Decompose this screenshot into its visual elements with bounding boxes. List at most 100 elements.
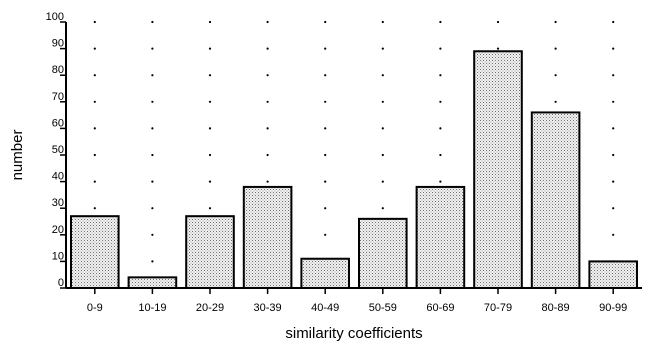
grid-dot [439,153,442,157]
bar-0-9 [70,215,120,289]
grid-dot [93,153,96,157]
grid-dot [266,47,269,50]
grid-dot [381,47,384,50]
y-tick-label: 60 [52,117,64,129]
grid-dot [93,100,96,103]
y-axis-title: number [9,130,26,181]
grid-dot [93,47,96,50]
grid-dot [324,100,327,103]
grid-dot [496,47,500,50]
x-tick-label: 70-79 [484,302,512,314]
grid-dot [151,180,154,183]
x-tick-label: 0-9 [87,302,103,314]
bar-40-49 [300,257,350,289]
y-tick-label: 70 [52,91,64,103]
grid-dot [324,153,327,157]
grid-dot [208,127,212,130]
grid-dot [612,180,615,183]
grid-dot [93,20,96,24]
grid-dot [439,47,442,50]
grid-dot [554,20,557,24]
x-axis-title: similarity coefficients [285,325,422,342]
grid-dot [439,74,442,77]
y-tick-label: 100 [46,11,64,23]
grid-dot [324,127,327,130]
grid-dot [266,180,269,183]
grid-dot [381,74,384,77]
grid-dot [93,74,96,77]
grid-dot [151,127,154,130]
grid-dot [554,100,557,103]
grid-dot [266,153,269,157]
bar-90-99 [588,260,639,289]
bar-60-69 [415,185,466,289]
grid-dot [208,20,212,24]
grid-dot [324,20,327,24]
bar-80-89 [530,111,581,289]
y-tick-label: 50 [52,144,64,156]
x-tick-label: 50-59 [369,302,397,314]
bar-50-59 [358,217,408,289]
x-tick-label: 40-49 [311,302,339,314]
bar-30-39 [242,185,293,289]
x-tick-label: 30-39 [254,302,282,314]
grid-dot [612,127,615,130]
grid-dot [208,74,212,77]
bars [70,50,639,290]
grid-dot [324,74,327,77]
grid-dot [381,180,384,183]
grid-dot [324,180,327,183]
bar-10-19 [127,276,178,289]
grid-dot [439,180,442,183]
grid-dot [151,74,154,77]
grid-dot [266,74,269,77]
y-tick-label: 90 [52,38,64,50]
grid-dot [151,207,154,210]
grid-dot [612,47,615,50]
grid-dot [381,127,384,130]
y-tick-label: 10 [52,250,64,262]
x-tick-label: 90-99 [599,302,627,314]
y-tick-label: 20 [52,224,64,236]
y-tick-label: 0 [58,277,64,289]
bar-20-29 [185,215,235,289]
grid-dot [151,233,154,236]
grid-dot [208,180,212,183]
grid-dot [208,207,212,210]
grid-dot [612,207,615,210]
grid-dot [151,100,154,103]
grid-dot [612,153,615,157]
x-tick-label: 20-29 [196,302,224,314]
grid-dot [381,100,384,103]
grid-dot [93,207,96,210]
y-ticks: 0 10 20 30 40 50 60 70 80 90 100 [46,11,66,289]
grid-dot [612,74,615,77]
grid-dot [93,180,96,183]
grid-dot [439,100,442,103]
grid-dot [554,47,557,50]
grid-dot [439,127,442,130]
grid-dot [324,207,327,210]
grid-dot [208,153,212,157]
grid-dot [266,100,269,103]
grid-dot [612,233,615,236]
grid-dot [266,20,269,24]
x-tick-label: 10-19 [138,302,166,314]
y-tick-label: 80 [52,64,64,76]
y-tick-label: 40 [52,171,64,183]
x-tick-label: 60-69 [426,302,454,314]
grid-dot [324,47,327,50]
bar-70-79 [473,50,523,290]
grid-dot [208,47,212,50]
y-tick-label: 30 [52,197,64,209]
x-ticks: 0-9 10-19 20-29 30-39 40-49 50-59 60-69 70-79 80… [87,288,627,314]
grid-dot [151,47,154,50]
grid-dot [208,100,212,103]
grid-dot [612,20,615,24]
grid-dot [151,153,154,157]
grid-dot [496,20,500,24]
grid-dot [381,20,384,24]
x-tick-label: 80-89 [542,302,570,314]
grid-dot [151,20,154,24]
